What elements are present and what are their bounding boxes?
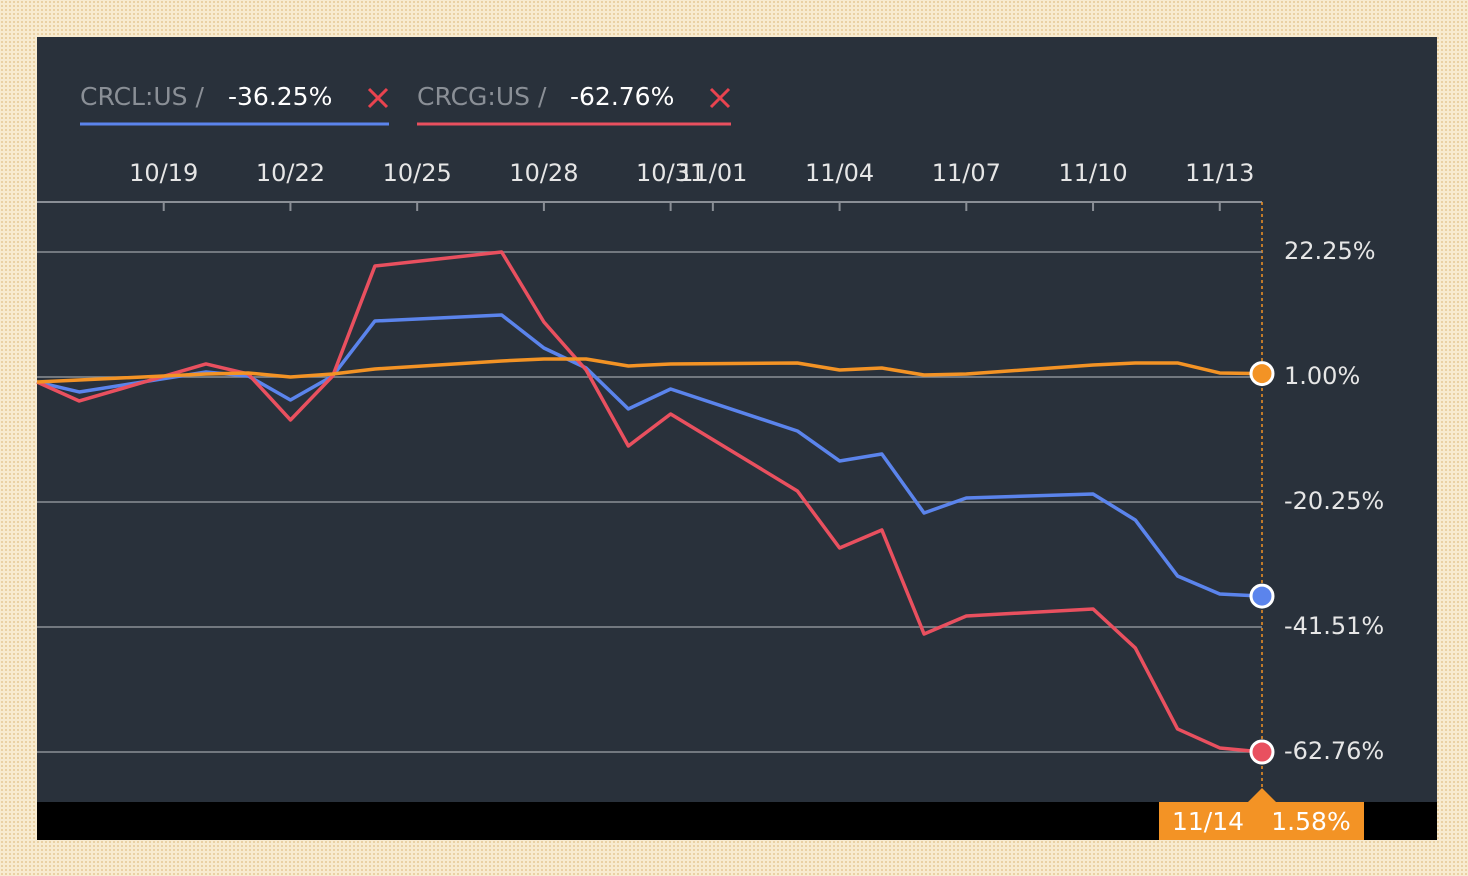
cursor-value: 1.58%: [1271, 807, 1350, 836]
x-tick-label: 11/01: [678, 159, 747, 187]
legend-remove[interactable]: [367, 87, 389, 109]
y-tick-label: -41.51%: [1284, 612, 1384, 640]
legend-value: -62.76%: [570, 82, 674, 111]
y-tick-label: 1.00%: [1284, 362, 1360, 390]
end-dot: [1249, 739, 1275, 765]
x-tick-label: 11/10: [1058, 159, 1127, 187]
panel: [37, 37, 1437, 802]
legend-name: CRCG:US /: [417, 82, 547, 111]
y-tick-label: -20.25%: [1284, 487, 1384, 515]
x-tick-label: 10/22: [256, 159, 325, 187]
legend-value: -36.25%: [228, 82, 332, 111]
x-tick-label: 10/25: [383, 159, 452, 187]
x-tick-label: 11/07: [932, 159, 1001, 187]
series-line: [36, 313, 1263, 598]
end-dot: [1249, 583, 1275, 609]
y-tick-label: -62.76%: [1284, 737, 1384, 765]
end-dot: [1249, 361, 1275, 387]
cursor-date: 11/14: [1172, 807, 1244, 836]
x-tick-label: 11/13: [1185, 159, 1254, 187]
y-tick-label: 22.25%: [1284, 237, 1376, 265]
cursor-tag: [1159, 802, 1364, 840]
series-line: [36, 250, 1263, 754]
x-tick-label: 10/31: [636, 159, 705, 187]
legend-remove[interactable]: [709, 87, 731, 109]
x-tick-label: 10/19: [129, 159, 198, 187]
legend-name: CRCL:US /: [80, 82, 205, 111]
x-tick-label: 11/04: [805, 159, 874, 187]
x-tick-label: 10/28: [509, 159, 578, 187]
series-line: [36, 357, 1263, 384]
cursor-pointer: [1248, 788, 1276, 802]
